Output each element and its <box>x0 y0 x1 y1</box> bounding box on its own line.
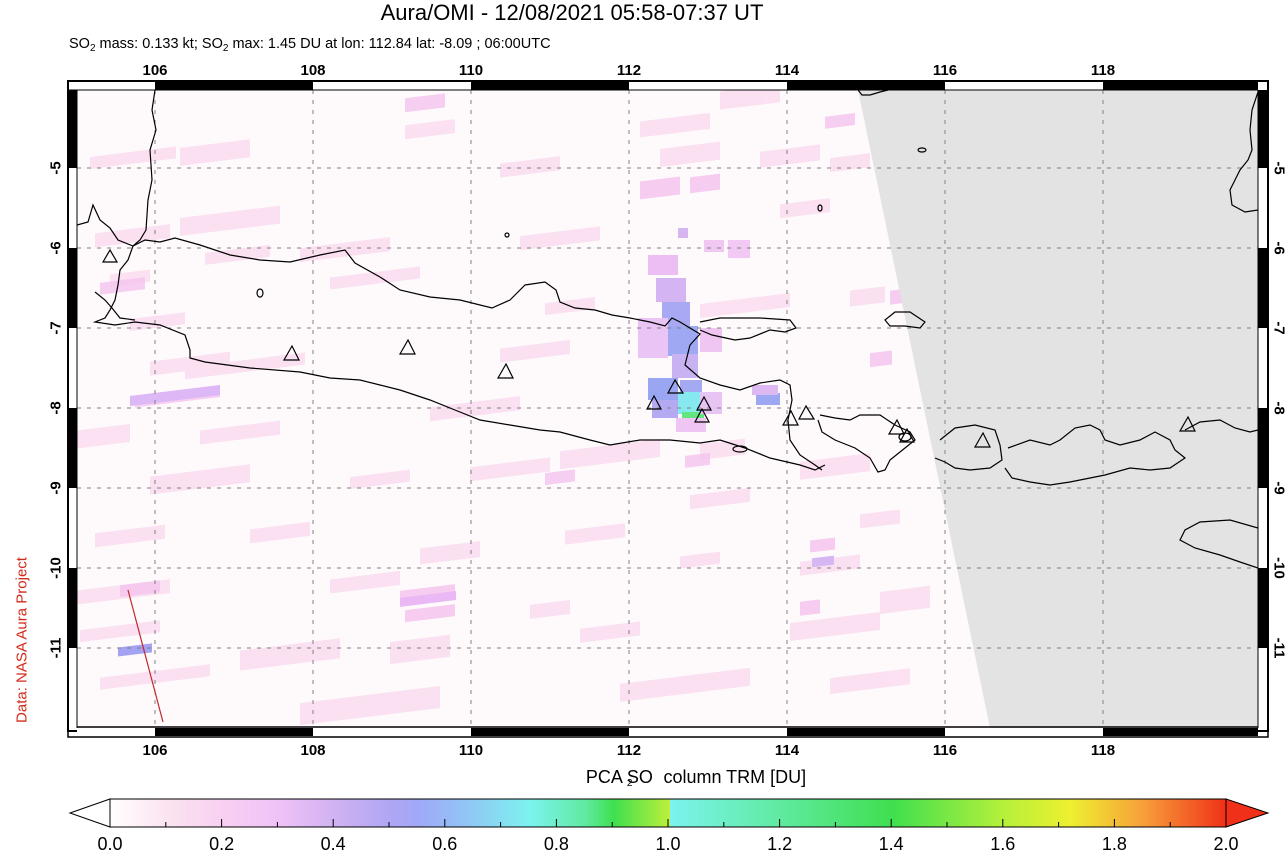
map-frame <box>67 80 1269 738</box>
lat-label-left: -7 <box>47 321 65 335</box>
colorbar-label: 0.0 <box>97 834 123 854</box>
lon-label-bottom: 112 <box>616 742 642 759</box>
lat-label-right: -5 <box>1270 161 1288 175</box>
lat-label-right: -9 <box>1270 481 1288 495</box>
lon-label-bottom: 106 <box>142 742 168 759</box>
lat-label-right: -10 <box>1270 557 1288 579</box>
lon-label-top: 106 <box>142 62 168 79</box>
colorbar-label: 1.6 <box>990 834 1016 854</box>
lon-label-top: 108 <box>300 62 326 79</box>
lat-label-left: -8 <box>47 401 65 415</box>
colorbar-label: 0.2 <box>209 834 235 854</box>
lat-label-left: -6 <box>47 241 65 255</box>
colorbar-title: PCA SO2 column TRM [DU] <box>585 767 807 789</box>
chart-subtitle: SO2 mass: 0.133 kt; SO2 max: 1.45 DU at … <box>69 36 551 54</box>
colorbar-label: 2.0 <box>1213 834 1239 854</box>
lat-label-right: -7 <box>1270 321 1288 335</box>
lat-label-left: -5 <box>47 161 65 175</box>
lat-label-left: -9 <box>47 481 65 495</box>
colorbar-under-arrow <box>68 798 111 828</box>
data-credit: Data: NASA Aura Project <box>13 557 31 723</box>
lon-label-bottom: 118 <box>1090 742 1116 759</box>
colorbar-label: 1.0 <box>655 834 681 854</box>
lat-label-left: -11 <box>47 637 65 659</box>
lon-label-bottom: 108 <box>300 742 326 759</box>
so2-pixel-layer <box>77 90 1258 728</box>
lat-label-right: -11 <box>1270 637 1288 659</box>
colorbar-over-arrow <box>1225 798 1270 828</box>
lon-label-top: 118 <box>1090 62 1116 79</box>
lon-label-top: 114 <box>774 62 800 79</box>
lat-label-right: -6 <box>1270 241 1288 255</box>
lon-label-top: 116 <box>932 62 958 79</box>
lon-label-bottom: 110 <box>458 742 484 759</box>
coastlines <box>77 90 1258 569</box>
so2-plume <box>638 228 780 432</box>
lon-label-top: 112 <box>616 62 642 79</box>
colorbar-label: 0.4 <box>320 834 346 854</box>
lat-label-right: -8 <box>1270 401 1288 415</box>
colorbar <box>68 798 1270 828</box>
chart-title: Aura/OMI - 12/08/2021 05:58-07:37 UT <box>380 0 764 25</box>
orbit-track-line <box>127 589 164 723</box>
colorbar-label: 1.2 <box>767 834 793 854</box>
colorbar-label: 0.6 <box>432 834 458 854</box>
lat-label-left: -10 <box>47 557 65 579</box>
colorbar-label: 0.8 <box>543 834 569 854</box>
gridlines <box>77 90 1258 728</box>
lon-label-top: 110 <box>458 62 484 79</box>
colorbar-label: 1.4 <box>878 834 904 854</box>
lon-label-bottom: 116 <box>932 742 958 759</box>
volcano-markers <box>101 248 1196 448</box>
lon-label-bottom: 114 <box>774 742 800 759</box>
colorbar-label: 1.8 <box>1101 834 1127 854</box>
